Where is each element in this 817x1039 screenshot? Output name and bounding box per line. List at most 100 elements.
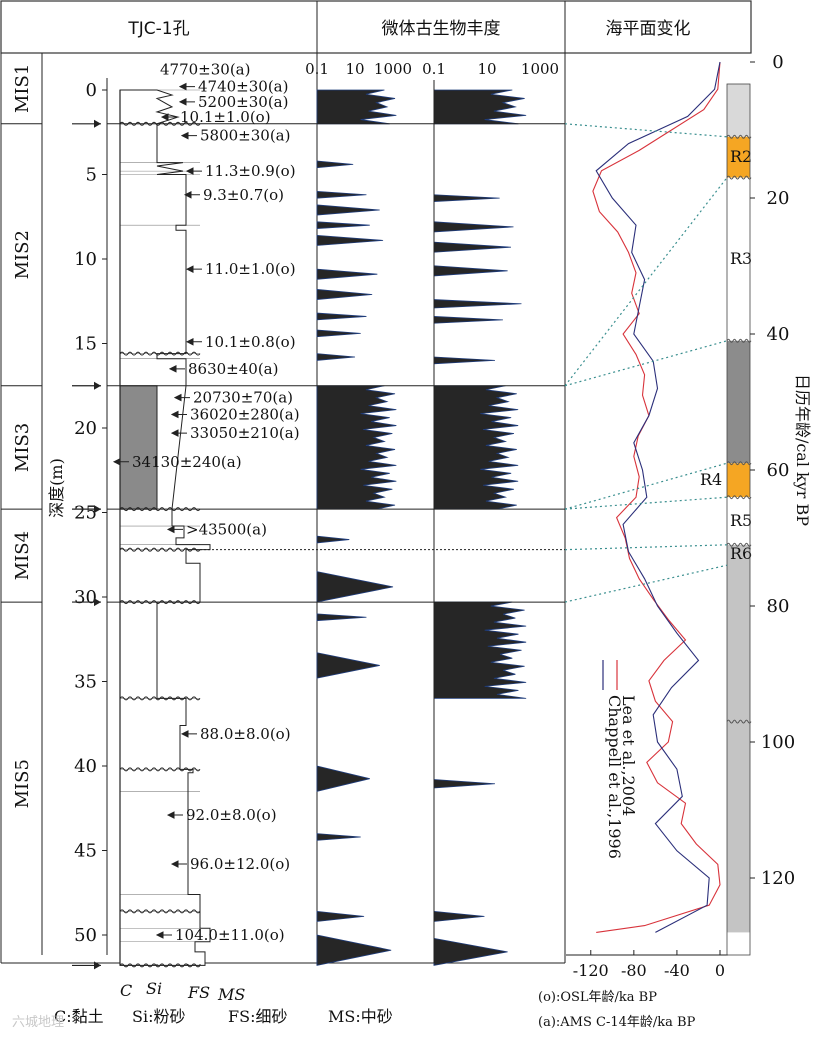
grain-label-c: C [120, 981, 132, 1000]
age-bar-boundary [726, 461, 752, 466]
abundance-area [316, 312, 367, 321]
correlation-dotted-line [564, 544, 728, 551]
age-axis-label: 日历年龄/cal kyr BP [793, 374, 812, 526]
abundance-area [316, 571, 394, 603]
abundance-area [316, 89, 397, 125]
age-bar-frame [726, 83, 751, 956]
correlation-dotted-line [564, 123, 728, 138]
boundary-arrowhead [94, 381, 101, 390]
abundance-area [316, 535, 350, 544]
depth-tick-label: 50 [74, 925, 97, 946]
age-bar-boundary [726, 134, 752, 139]
abundance-area [433, 241, 511, 253]
boundary-arrowhead [94, 598, 101, 607]
abundance-area [316, 234, 384, 246]
legend-fine-sand: FS:细砂 [228, 1007, 287, 1026]
sea-x-tick-label: -80 [621, 961, 647, 980]
abundance-area [316, 329, 361, 338]
legend-osl: (o):OSL年龄/ka BP [538, 990, 657, 1005]
age-bar-segment [727, 340, 750, 464]
date-arrow [155, 931, 172, 939]
date-label: 104.0±11.0(o) [175, 926, 285, 944]
depth-tick-label: 35 [74, 672, 97, 693]
date-arrow [112, 457, 129, 466]
depth-tick-label: 15 [74, 334, 97, 355]
micro-tick-label: 1000 [374, 60, 412, 78]
age-tick-label: 20 [767, 188, 790, 209]
date-label: 4770±30(a) [160, 61, 250, 79]
depth-axis-ticks: 0 5 10 15 20 25 30 35 40 45 50 [72, 80, 107, 970]
abundance-area [433, 299, 522, 309]
date-label: 11.3±0.9(o) [205, 162, 296, 180]
date-arrow [185, 338, 202, 346]
age-tick-label: 60 [767, 460, 790, 481]
date-label: >43500(a) [186, 520, 267, 538]
date-label: 92.0±8.0(o) [186, 806, 277, 824]
age-bar-segment [727, 177, 750, 341]
correlation-dotted-line [564, 340, 728, 387]
abundance-area [316, 833, 361, 841]
grain-label-si: Si [146, 979, 162, 998]
date-labels: 4770±30(a)4740±30(a)5200±30(a)10.1±1.0(o… [112, 61, 300, 944]
depth-axis-label: 深度(m) [47, 458, 66, 518]
mis-label-1: MIS1 [12, 64, 33, 113]
legend-medium-sand: MS:中砂 [328, 1007, 393, 1026]
depth-tick-label: 40 [74, 756, 97, 777]
sea-x-tick-label: -120 [573, 961, 609, 980]
abundance-area [433, 779, 496, 789]
abundance-area [433, 316, 503, 324]
age-bar-boundary [726, 495, 752, 500]
micro-panel-2: 0.1 10 1000 [422, 60, 559, 966]
date-arrow [180, 730, 197, 738]
correlation-dotted-line [564, 564, 728, 603]
sea-x-tick-label: -40 [664, 961, 690, 980]
date-label: 10.1±1.0(o) [180, 108, 271, 126]
date-arrow [183, 190, 200, 199]
header-micro: 微体古生物丰度 [382, 19, 501, 39]
unconformity [119, 909, 201, 914]
date-arrow [178, 82, 195, 91]
date-arrow [166, 811, 183, 819]
age-bar-boundary [726, 542, 752, 547]
legend-label-chappell: Chappell et al.,1996 [605, 695, 624, 859]
correlation-dotted-line [564, 177, 728, 387]
abundance-area [316, 160, 354, 169]
age-tick-label: 100 [761, 732, 795, 753]
mis-labels: MIS1 MIS2 MIS3 MIS4 MIS5 [1, 64, 42, 808]
sea-level-panel: -120 -80 -40 0 R2 R3 R4 R5 R6 0 20 40 60 80 100 120 日历年龄… [566, 52, 812, 980]
unconformity [119, 963, 201, 968]
depth-tick-label: 10 [74, 249, 97, 270]
date-label: 33050±210(a) [190, 424, 300, 442]
micro-panel-1: 0.1 10 1000 [305, 60, 412, 966]
age-tick-label: 120 [761, 868, 795, 889]
date-label: 88.0±8.0(o) [200, 725, 291, 743]
micro-tick-label: 10 [477, 60, 496, 78]
abundance-area [316, 221, 370, 230]
boundary-arrowhead [94, 961, 101, 970]
unconformity [119, 696, 201, 701]
date-label: 96.0±12.0(o) [190, 855, 290, 873]
abundance-area [316, 765, 370, 792]
boundary-arrowhead [94, 119, 101, 128]
sea-level-line-2 [595, 61, 721, 933]
header-core: TJC-1孔 [127, 19, 189, 39]
age-bar-label: R2 [730, 147, 752, 166]
lithology-gray-block [119, 385, 158, 510]
grain-label-fs: FS [187, 983, 210, 1002]
micro-tick-label: 0.1 [422, 60, 446, 78]
date-arrow [173, 393, 190, 402]
age-bar-segment [727, 497, 750, 545]
date-arrow [180, 131, 197, 140]
micro-tick-label: 10 [345, 60, 364, 78]
correlation-dotted-line [564, 462, 728, 510]
date-arrow [166, 525, 183, 534]
abundance-area [316, 268, 378, 280]
abundance-area [316, 385, 397, 510]
unconformity [119, 547, 201, 552]
correlation-dotted-line [564, 496, 728, 510]
date-arrow [170, 429, 187, 437]
mis-label-3: MIS3 [12, 423, 33, 472]
legend-ams: (a):AMS C-14年龄/ka BP [538, 1015, 696, 1030]
date-arrow [168, 365, 185, 373]
depth-tick-label: 25 [74, 503, 97, 524]
